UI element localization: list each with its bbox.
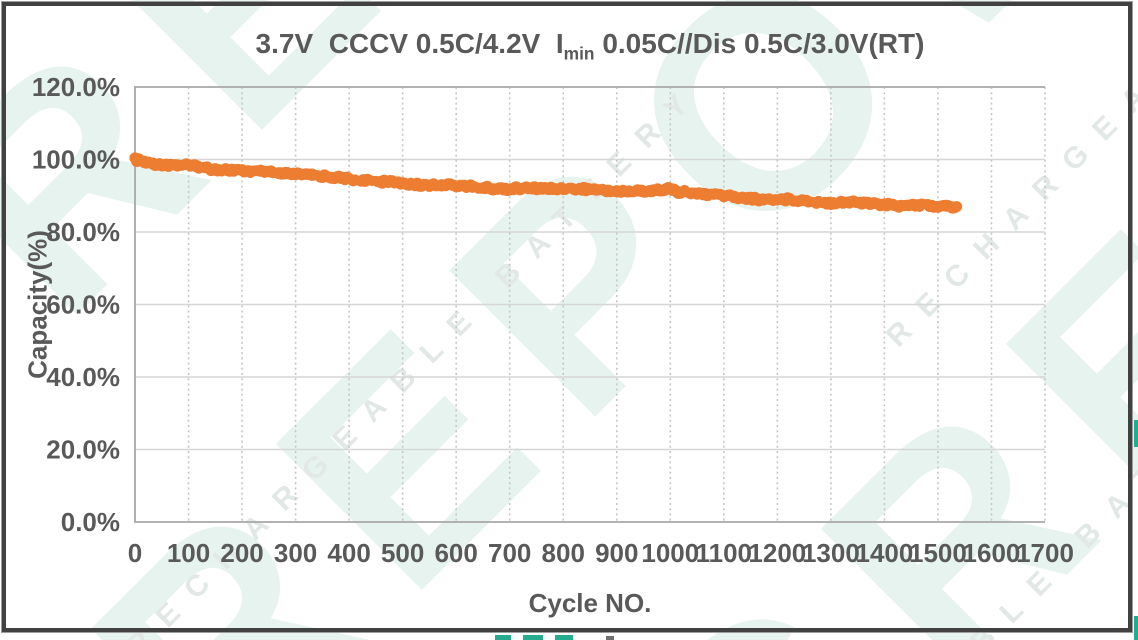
axis-tick-labels: 0.0% 20.0% 40.0% 60.0% 80.0% 100.0% 120.0% 0 100… <box>32 72 1074 568</box>
x-axis-title: Cycle NO. <box>528 588 652 618</box>
y-tick-label: 60.0% <box>46 290 120 320</box>
y-tick-label: 20.0% <box>46 435 120 465</box>
x-tick-label: 1700 <box>1016 538 1074 568</box>
logo-fragment <box>606 636 614 640</box>
x-tick-label: 700 <box>488 538 531 568</box>
y-tick-label: 0.0% <box>61 507 120 537</box>
y-axis-title: Capacity(%) <box>22 230 53 379</box>
y-tick-label: 40.0% <box>46 362 120 392</box>
x-tick-label: 500 <box>381 538 424 568</box>
logo-fragment <box>523 635 543 640</box>
logo-fragment <box>1134 420 1138 447</box>
logo-fragment <box>1134 616 1138 640</box>
y-tick-label: 120.0% <box>32 72 120 102</box>
chart-title-post: 0.05C//Dis 0.5C/3.0V(RT) <box>594 28 925 59</box>
x-tick-label: 1300 <box>802 538 860 568</box>
x-tick-label: 200 <box>220 538 263 568</box>
x-tick-label: 100 <box>167 538 210 568</box>
x-tick-label: 1400 <box>855 538 913 568</box>
y-tick-label: 100.0% <box>32 145 120 175</box>
x-tick-label: 0 <box>128 538 142 568</box>
x-tick-label: 1100 <box>696 538 752 568</box>
x-tick-label: 1500 <box>909 538 967 568</box>
x-tick-label: 400 <box>327 538 370 568</box>
x-tick-label: 600 <box>434 538 477 568</box>
y-tick-label: 80.0% <box>46 217 120 247</box>
x-tick-label: 300 <box>274 538 317 568</box>
x-tick-label: 1000 <box>641 538 699 568</box>
chart-title-pre: 3.7V CCCV 0.5C/4.2V I <box>255 28 564 59</box>
chart-frame <box>2 2 1132 632</box>
chart-title-subscript: min <box>563 43 595 64</box>
data-point-series <box>129 152 963 214</box>
x-tick-label: 900 <box>595 538 638 568</box>
x-tick-label: 1200 <box>748 538 806 568</box>
chart-title: 3.7V CCCV 0.5C/4.2V Imin 0.05C//Dis 0.5C… <box>135 28 1045 65</box>
x-tick-label: 1600 <box>963 538 1021 568</box>
x-tick-label: 800 <box>542 538 585 568</box>
logo-fragment <box>495 635 511 640</box>
logo-fragment <box>555 635 573 640</box>
plot-gridlines <box>134 86 1046 523</box>
